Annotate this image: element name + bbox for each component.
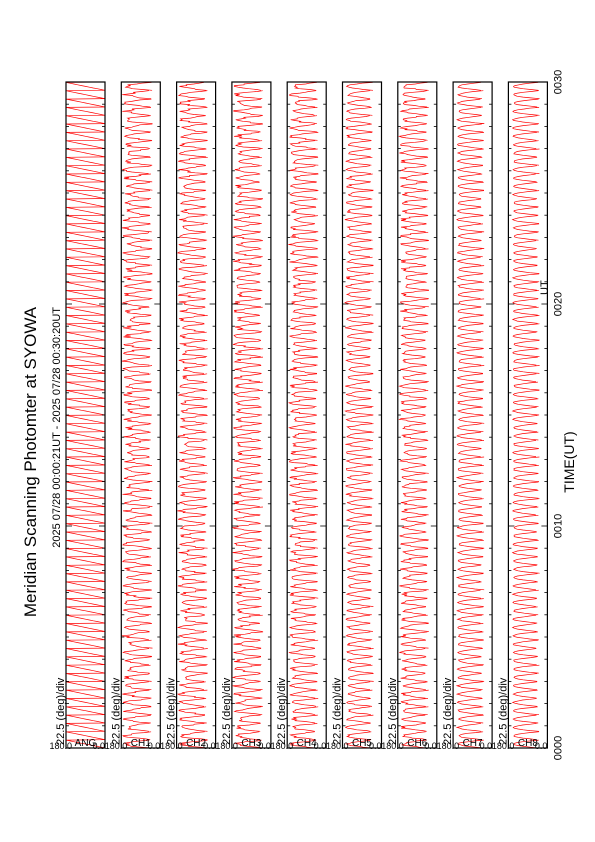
y-tick-max: 180.0 (492, 741, 515, 751)
series-ch2 (176, 82, 208, 749)
scale-label: 22.5 (deg)/div (332, 677, 344, 745)
y-tick-max: 180.0 (49, 741, 72, 751)
series-ch4 (288, 82, 319, 749)
series-ch7 (455, 82, 485, 749)
y-tick-min: 0.0 (314, 741, 327, 751)
panel-frame (176, 81, 217, 749)
channel-label: CH5 (352, 738, 372, 749)
y-tick-min: 0.0 (424, 741, 437, 751)
channel-label: CH3 (241, 738, 261, 749)
x-tick-label: 0010 (552, 514, 564, 538)
y-tick-max: 180.0 (105, 741, 128, 751)
series-ang (65, 81, 106, 749)
channel-label: ANG (75, 738, 97, 749)
scale-label: 22.5 (deg)/div (497, 677, 509, 745)
x-tick-label: 0020 (552, 292, 564, 316)
y-tick-min: 0.0 (148, 741, 161, 751)
scale-label: 22.5 (deg)/div (276, 677, 288, 745)
channel-label: CH7 (463, 738, 483, 749)
chart-title: Meridian Scanning Photomter at SYOWA (21, 306, 40, 617)
channel-label: CH2 (186, 738, 206, 749)
x-tick-label: 0000 (552, 736, 564, 760)
panel-frame (452, 81, 493, 749)
y-tick-min: 0.0 (203, 741, 216, 751)
chart-subtitle: 2025 07/28 00:00:21UT - 2025 07/28 00:30… (51, 307, 63, 548)
y-tick-min: 0.0 (480, 741, 493, 751)
panel-frame (286, 81, 327, 749)
channel-label: CH6 (407, 738, 427, 749)
y-tick-max: 180.0 (215, 741, 238, 751)
channel-label: CH1 (131, 738, 151, 749)
series-ch5 (344, 82, 374, 749)
x-tick-label: 0030 (552, 70, 564, 94)
y-tick-max: 180.0 (437, 741, 460, 751)
scale-label: 22.5 (deg)/div (387, 677, 399, 745)
scale-label: 22.5 (deg)/div (55, 677, 67, 745)
scale-label: 22.5 (deg)/div (221, 677, 233, 745)
channel-label: CH4 (297, 738, 317, 749)
y-tick-max: 180.0 (160, 741, 183, 751)
y-tick-min: 0.0 (92, 741, 105, 751)
rotated-plot-group: Meridian Scanning Photomter at SYOWA 202… (21, 70, 577, 760)
series-ch3 (231, 82, 264, 749)
panel-frame (397, 81, 438, 749)
y-tick-min: 0.0 (258, 741, 271, 751)
channel-label: CH8 (518, 738, 538, 749)
scale-label: 22.5 (deg)/div (442, 677, 454, 745)
series-ch8 (511, 82, 540, 749)
panel-frame (507, 81, 548, 749)
panel-frame (341, 81, 383, 749)
panel-frame (120, 81, 161, 749)
y-tick-min: 0.0 (369, 741, 382, 751)
panel-frame (231, 81, 272, 749)
y-tick-max: 180.0 (381, 741, 404, 751)
x-end-label: UT (539, 280, 551, 295)
x-axis-label: TIME(UT) (561, 431, 577, 492)
series-ch6 (398, 82, 429, 749)
x-tick-labels: 0000 0010 0020 0030 (552, 70, 564, 760)
scale-label: 22.5 (deg)/div (110, 677, 122, 745)
y-tick-max: 180.0 (326, 741, 349, 751)
y-tick-min: 0.0 (535, 741, 548, 751)
y-tick-max: 180.0 (271, 741, 294, 751)
scale-label: 22.5 (deg)/div (166, 677, 178, 745)
series-ch1 (121, 82, 153, 749)
